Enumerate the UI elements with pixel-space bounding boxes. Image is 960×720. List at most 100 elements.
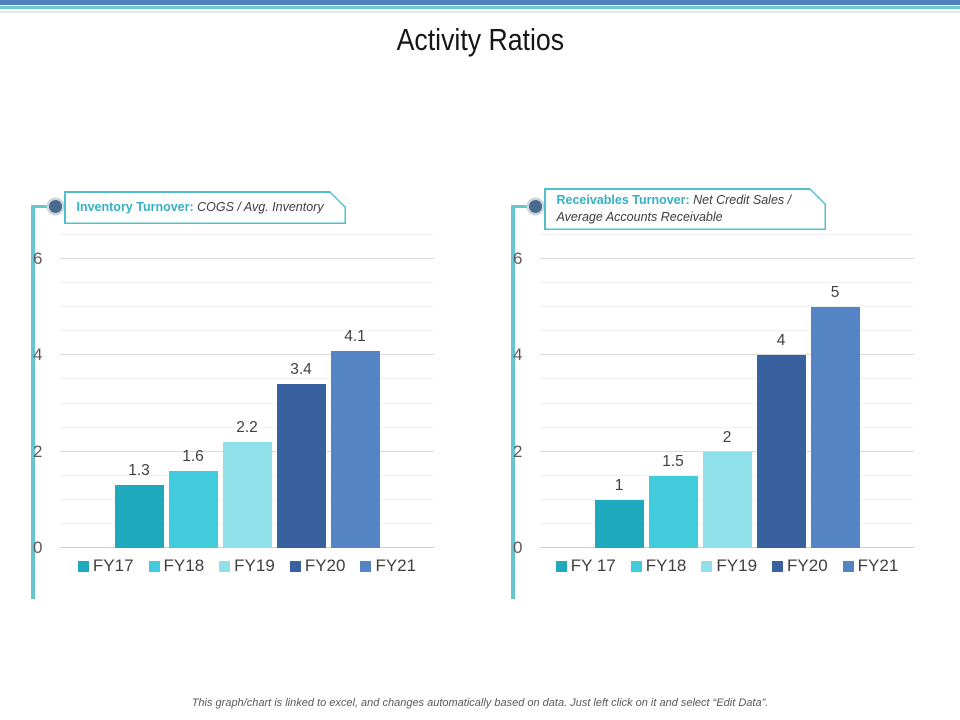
y-axis-tick-label: 4	[513, 345, 523, 365]
bar-fy21[interactable]	[810, 307, 860, 548]
bar-value-label: 4.1	[344, 327, 366, 345]
legend-label: FY 17	[570, 556, 616, 575]
gridline	[60, 282, 434, 284]
top-stripe-teal	[0, 6, 960, 9]
gridline	[60, 354, 434, 356]
bar-value-label: 1.5	[662, 452, 684, 470]
legend-item-fy17: FY17	[77, 556, 134, 576]
bar-fy19[interactable]	[702, 451, 752, 548]
chart-header: Receivables Turnover: Net Credit Sales /…	[544, 188, 826, 230]
legend-swatch	[289, 560, 301, 572]
gridline	[540, 234, 914, 235]
legend-item-fy20: FY20	[289, 556, 346, 576]
chart-header-text: Receivables Turnover: Net Credit Sales /…	[557, 192, 811, 226]
legend-item-fy19: FY19	[701, 556, 757, 576]
gridline	[60, 426, 434, 428]
bar-fy18[interactable]	[648, 475, 698, 548]
chart-header: Inventory Turnover: COGS / Avg. Inventor…	[64, 191, 346, 224]
gridline	[540, 378, 914, 380]
gridline	[540, 282, 914, 284]
bar-value-label: 5	[830, 284, 840, 302]
bar-fy21[interactable]	[330, 350, 380, 548]
legend-label: FY18	[645, 556, 687, 575]
bar-value-label: 1.6	[182, 447, 204, 465]
legend-item-fy21: FY21	[360, 556, 416, 576]
y-axis-tick-label: 4	[33, 345, 43, 365]
bar-fy19[interactable]	[222, 442, 272, 548]
legend-swatch	[772, 560, 784, 572]
gridline	[540, 330, 914, 332]
gridline	[60, 306, 434, 308]
legend-label: FY19	[716, 556, 758, 575]
chart-header-text: Inventory Turnover: COGS / Avg. Inventor…	[77, 199, 324, 216]
bar-fy18[interactable]	[168, 470, 218, 548]
bar-value-label: 2.2	[236, 419, 258, 437]
bar-value-label: 1	[614, 476, 624, 494]
bar-value-label: 1.3	[128, 462, 150, 480]
bar-fy20[interactable]	[756, 355, 806, 548]
y-axis-tick-label: 0	[513, 538, 523, 557]
legend-swatch	[842, 560, 854, 572]
chart-subtitle: Net Credit Sales / Average Accounts Rece…	[556, 193, 792, 224]
y-axis-tick-label: 2	[513, 441, 523, 461]
bar-value-label: 2	[722, 428, 732, 446]
gridline	[540, 258, 914, 260]
gridline	[60, 378, 434, 380]
inventory-turnover-chart[interactable]: Inventory Turnover: COGS / Avg. Inventor…	[31, 188, 463, 633]
y-axis-tick-label: 2	[33, 441, 43, 461]
bar-fy20[interactable]	[276, 384, 326, 548]
accent-spine	[31, 205, 35, 599]
legend-item-fy18: FY18	[630, 556, 687, 576]
gridline	[540, 402, 914, 404]
plot-area[interactable]: 0 2 4 6 1 1.5 2 4 5	[513, 234, 914, 557]
chart-title: Receivables Turnover:	[556, 193, 694, 208]
receivables-turnover-chart[interactable]: Receivables Turnover: Net Credit Sales /…	[511, 188, 943, 633]
gridline	[60, 234, 434, 235]
gridline	[540, 450, 914, 452]
legend-item-fy21: FY21	[842, 556, 899, 576]
chart-legend: FY 17 FY18 FY19 FY20 FY21	[540, 554, 914, 578]
legend-swatch	[701, 560, 713, 572]
y-axis-tick-label: 6	[33, 249, 43, 269]
chart-legend: FY17 FY18 FY19 FY20 FY21	[60, 554, 434, 578]
legend-swatch	[77, 560, 89, 572]
accent-spine	[511, 205, 515, 599]
bullet-icon	[49, 200, 62, 213]
gridline	[540, 354, 914, 356]
bar-value-label: 4	[776, 332, 786, 350]
legend-item-fy17: FY 17	[555, 556, 616, 576]
legend-item-fy19: FY19	[219, 556, 275, 576]
legend-swatch	[630, 560, 642, 572]
top-stripe-light-teal	[0, 11, 960, 13]
gridline	[540, 306, 914, 308]
legend-label: FY18	[163, 556, 205, 575]
accent-connector	[511, 205, 535, 208]
legend-label: FY20	[787, 556, 828, 575]
footer-note: This graph/chart is linked to excel, and…	[191, 697, 769, 709]
bullet-icon	[529, 200, 542, 213]
top-border	[0, 0, 960, 14]
accent-connector	[31, 205, 55, 208]
legend-swatch	[219, 560, 231, 572]
bar-fy17[interactable]	[114, 485, 164, 548]
legend-label: FY17	[92, 556, 134, 575]
y-axis-tick-label: 0	[33, 538, 43, 557]
legend-swatch	[148, 560, 160, 572]
legend-label: FY20	[304, 556, 346, 575]
gridline	[60, 402, 434, 404]
legend-swatch	[360, 560, 372, 572]
gridline	[540, 426, 914, 428]
legend-swatch	[555, 560, 567, 572]
plot-area[interactable]: 0 2 4 6 1.3 1.6 2.2 3.4 4.1	[33, 234, 434, 557]
bar-fy17[interactable]	[594, 499, 644, 548]
legend-label: FY21	[857, 556, 899, 575]
gridline	[60, 258, 434, 260]
page-title: Activity Ratios	[396, 22, 564, 57]
legend-label: FY19	[234, 556, 275, 575]
bar-value-label: 3.4	[290, 361, 312, 379]
legend-item-fy20: FY20	[772, 556, 828, 576]
y-axis-tick-label: 6	[513, 249, 523, 269]
chart-subtitle: COGS / Avg. Inventory	[197, 200, 324, 215]
gridline	[60, 330, 434, 332]
